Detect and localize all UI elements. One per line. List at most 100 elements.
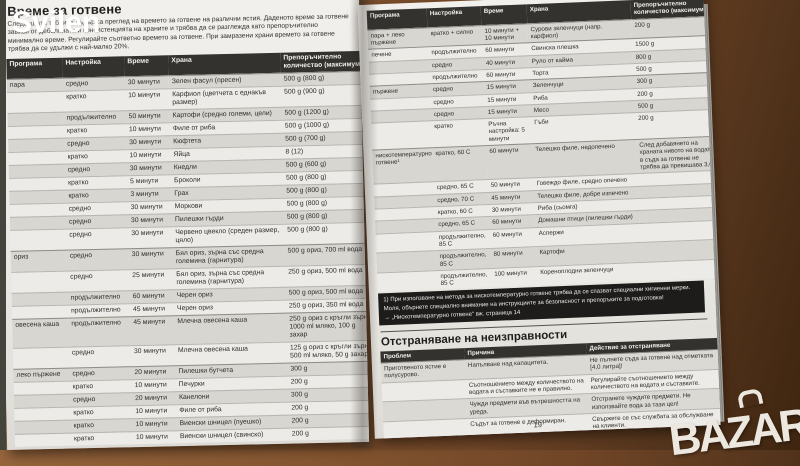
seller-username-overlay: Svilen [12, 6, 101, 39]
column-header: Програма [366, 8, 428, 30]
table-cell: 30 минути [127, 200, 172, 215]
table-cell: 30 минути [130, 344, 176, 367]
table-cell: Червено цвекло (среден размер, цяло) [172, 223, 285, 248]
column-header: Програма [6, 57, 63, 79]
table-cell: средно [67, 269, 130, 292]
table-cell [7, 90, 64, 114]
table-cell: Млечна овесена каша [174, 313, 287, 345]
table-cell: продължително [68, 316, 131, 348]
table-cell [10, 228, 67, 252]
table-cell: 10 минути [132, 404, 177, 419]
table-cell: 10 минути [131, 378, 176, 393]
table-cell: 30 минути [124, 75, 170, 90]
table-cell: 25 минути [129, 268, 174, 291]
cooking-times-table-left: Програма Настройка Време Храна Препоръчителн… [6, 50, 370, 447]
table-cell: 10 минути [125, 88, 170, 111]
table-cell: 45 минути [129, 302, 175, 317]
table-cell: Бял ориз, зърна със средна големина (гар… [173, 265, 286, 290]
table-cell: 3 минути [127, 187, 172, 202]
left-book-page: Време за готвене Следващата таблица съдъ… [0, 0, 370, 451]
table-cell: 45 минути [130, 315, 175, 346]
table-cell: ориз [10, 249, 68, 273]
cooking-times-table-right: Програма Настройка Време Храна Препоръчителн… [366, 0, 721, 292]
table-cell: пара + леко пържене [367, 27, 429, 50]
page-number: 19 [533, 420, 543, 430]
table-cell: 20 минути [131, 391, 177, 406]
table-cell [8, 163, 65, 179]
column-header: Препоръчително количество (максимум) [280, 50, 370, 73]
table-cell: 500 g (800 g) [284, 221, 370, 245]
table-cell: 30 минути [127, 213, 173, 228]
table-cell: След добавянето на храната нивото на вод… [636, 136, 721, 174]
table-cell [11, 304, 69, 320]
table-cell: средно [68, 345, 132, 369]
table-cell [377, 270, 438, 292]
table-cell: Карфиол (цветчета с еднакъв размер) [169, 85, 282, 110]
table-cell: средно [66, 248, 130, 271]
table-cell: продължително, 85 C [436, 248, 492, 271]
table-cell: 100 минути [491, 266, 538, 288]
table-cell: кратко [70, 431, 134, 446]
table-cell: Гъби [531, 112, 637, 144]
table-cell: 60 минути [489, 227, 537, 249]
table-cell: продължително, 85 C [435, 229, 491, 251]
table-cell [9, 202, 66, 218]
table-cell: средно [66, 227, 129, 250]
column-header: Време [124, 54, 169, 77]
table-cell [13, 381, 70, 396]
column-header: Храна [168, 52, 281, 76]
table-cell: 60 минути [486, 143, 534, 180]
table-cell: продължително, 85 C [437, 268, 492, 290]
table-cell: кратко, 60 C [432, 145, 488, 183]
table-cell [383, 438, 469, 439]
table-cell: 250 g ориз, 500 ml вода [285, 263, 370, 288]
table-cell: Ръчна настройка: 5 минути [485, 116, 533, 146]
table-cell: Телешко филе, недопечено [532, 139, 638, 179]
table-cell: Бял ориз, зърна със средна големина (гар… [172, 244, 286, 269]
table-cell: 500 g (900 g) [280, 83, 370, 107]
table-cell: овесена каша [12, 317, 69, 349]
table-cell: 200 g [634, 109, 720, 140]
table-cell: 30 минути [128, 247, 174, 270]
table-cell: 200 g [288, 426, 370, 441]
table-cell [13, 394, 71, 409]
table-cell: 20 минути [131, 365, 176, 380]
table-cell: 30 минути [126, 161, 171, 176]
table-cell [8, 150, 65, 166]
table-cell: 10 минути [132, 417, 177, 432]
table-cell: 10 минути + 10 минути [481, 23, 529, 45]
table-edge-shadow [0, 0, 6, 450]
table-cell [9, 215, 67, 231]
table-cell [375, 231, 437, 254]
table-cell: Виенски шницел (свинско) [176, 428, 290, 444]
table-cell [11, 291, 68, 307]
table-cell: 30 минути [126, 135, 171, 150]
table-cell: Млечна овесена каша [174, 342, 288, 366]
table-cell: Кореноплодни зеленчуци [537, 262, 642, 286]
table-cell [14, 407, 71, 422]
table-cell [14, 420, 71, 435]
table-cell [371, 120, 433, 151]
table-cell: 80 минути [490, 246, 538, 269]
table-cell: 60 минути [129, 289, 174, 304]
table-cell: леко пържене [13, 368, 70, 383]
table-cell: 250 g ориз с кръгли зърна, 1000 ml мляко… [286, 310, 370, 343]
table-cell: 125 g ориз с кръгли зърна, 500 ml мляко,… [286, 340, 370, 364]
column-header: Време [480, 4, 528, 26]
column-header: Настройка [426, 6, 482, 28]
table-cell [376, 250, 438, 273]
right-book-page: Програма Настройка Време Храна Препоръчителн… [357, 0, 721, 439]
table-cell [11, 270, 68, 294]
table-cell [9, 189, 66, 205]
table-cell: 10 минути [132, 430, 178, 445]
table-cell: 5 минути [126, 174, 172, 189]
table-cell: кратко + силно [427, 25, 483, 48]
table-cell: 10 минути [125, 122, 171, 137]
table-cell: кратко [431, 118, 487, 148]
table-cell: 30 минути [128, 226, 173, 249]
table-cell: нискотемпературно готвене¹ [372, 147, 434, 185]
table-cell [14, 433, 72, 447]
table-cell [640, 258, 721, 282]
column-header: Настройка [62, 55, 125, 78]
table-cell: 500 g ориз, 700 ml вода [284, 242, 370, 266]
